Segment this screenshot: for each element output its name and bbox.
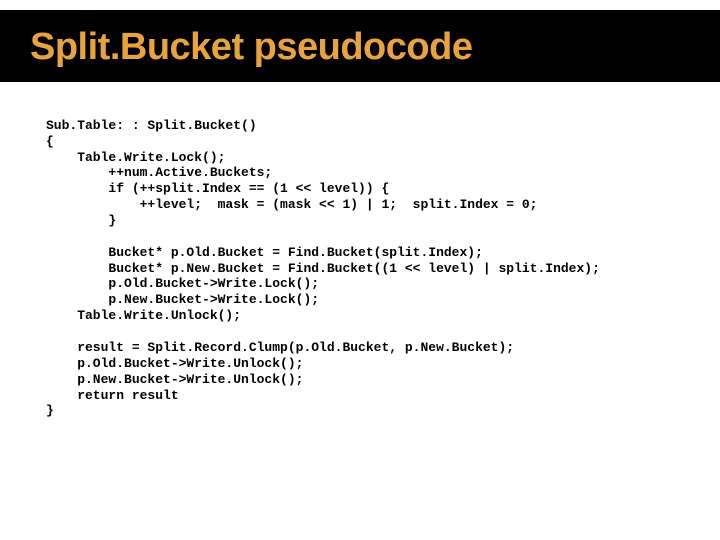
slide-container: Split.Bucket pseudocode Sub.Table: : Spl… — [0, 10, 720, 540]
code-block: Sub.Table: : Split.Bucket() { Table.Writ… — [0, 82, 720, 419]
slide-title: Split.Bucket pseudocode — [30, 28, 720, 68]
title-band: Split.Bucket pseudocode — [0, 10, 720, 82]
